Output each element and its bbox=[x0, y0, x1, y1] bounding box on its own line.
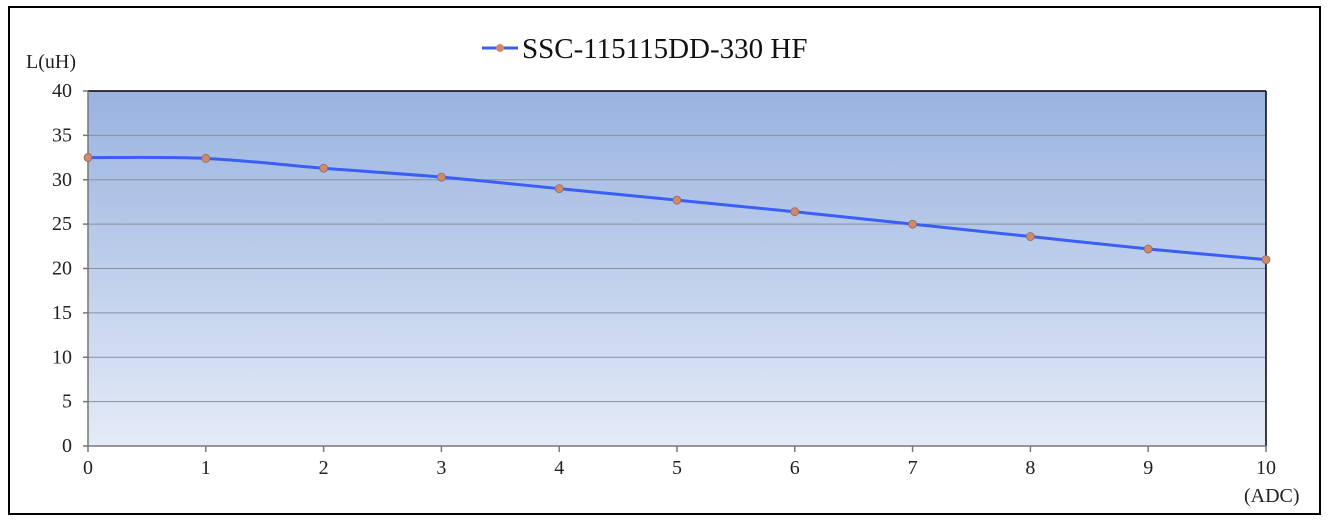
data-point bbox=[201, 154, 211, 163]
x-tick-label: 1 bbox=[201, 457, 211, 479]
x-tick-labels: 0 1 2 3 4 5 6 7 8 9 10 bbox=[83, 457, 1276, 479]
data-point bbox=[1261, 255, 1271, 265]
data-point bbox=[436, 172, 446, 182]
x-axis-unit-label: (ADC) bbox=[1244, 485, 1300, 507]
data-point bbox=[672, 195, 682, 205]
y-tick-label: 35 bbox=[52, 124, 72, 146]
data-point bbox=[790, 207, 800, 217]
data-point bbox=[554, 184, 564, 194]
data-point bbox=[1143, 244, 1153, 254]
x-tick-label: 3 bbox=[436, 457, 446, 479]
data-point bbox=[1026, 232, 1035, 241]
y-tick-label: 5 bbox=[62, 391, 72, 413]
y-tick-label: 40 bbox=[52, 80, 72, 102]
data-point bbox=[83, 153, 93, 162]
gridlines bbox=[88, 134, 1266, 403]
x-tick-label: 2 bbox=[319, 457, 329, 479]
x-tick-label: 6 bbox=[790, 457, 800, 479]
legend-marker-swatch bbox=[496, 44, 504, 52]
legend: SSC-115115DD-330 HF bbox=[482, 33, 807, 65]
y-tick-label: 0 bbox=[62, 435, 72, 457]
y-tick-label: 15 bbox=[52, 302, 72, 324]
legend-series-name: SSC-115115DD-330 HF bbox=[522, 33, 807, 65]
x-tick-label: 8 bbox=[1025, 457, 1035, 479]
y-tick-label: 20 bbox=[52, 258, 72, 280]
x-tick-label: 9 bbox=[1143, 457, 1153, 479]
x-tick-label: 7 bbox=[908, 457, 918, 479]
data-point bbox=[319, 163, 329, 173]
y-tick-label: 25 bbox=[52, 213, 72, 235]
y-axis-unit-label: L(uH) bbox=[26, 51, 76, 73]
x-tick-label: 10 bbox=[1256, 457, 1276, 479]
x-tick-label: 0 bbox=[83, 457, 93, 479]
y-tick-labels: 0 5 10 15 20 25 30 35 40 bbox=[52, 80, 72, 457]
y-tick-label: 30 bbox=[52, 169, 72, 191]
y-tick-label: 10 bbox=[52, 346, 72, 368]
series-markers bbox=[83, 153, 1271, 265]
data-point bbox=[908, 219, 917, 229]
x-tick-label: 5 bbox=[672, 457, 682, 479]
x-tick-label: 4 bbox=[554, 457, 564, 479]
axis-ticks bbox=[83, 90, 1267, 452]
